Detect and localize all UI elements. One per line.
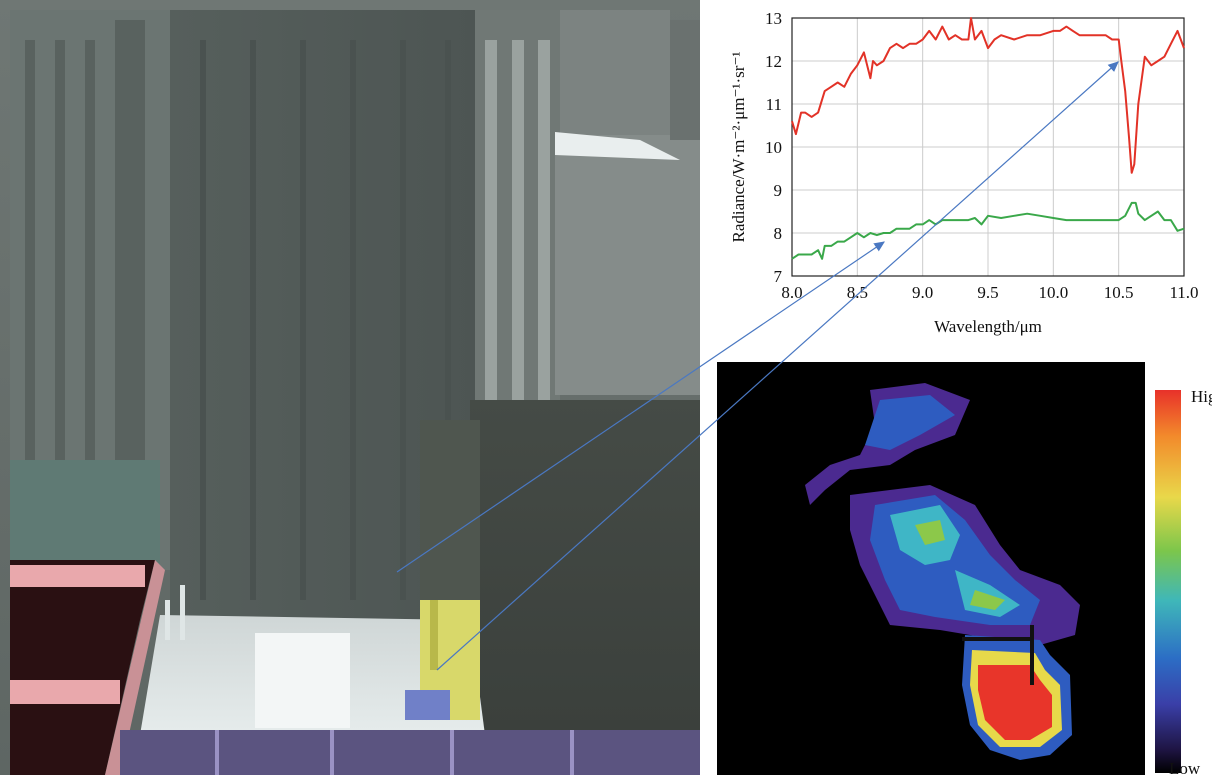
solar-panel-lines	[215, 730, 574, 775]
colorbar-high-label: High	[1191, 387, 1212, 406]
trees-left	[420, 420, 480, 620]
left-building-base	[10, 460, 160, 570]
tick-labels: 8.0 8.5 9.0 9.5 10.0 10.5 11.0 7 8 9 10 11 12 13	[765, 9, 1199, 302]
colorbar-gradient	[1155, 390, 1181, 773]
source-marker-post	[1030, 625, 1034, 685]
rooftop-pipe	[430, 600, 438, 670]
y-tick-label: 11	[766, 95, 782, 114]
y-tick-label: 13	[765, 9, 782, 28]
x-tick-label: 10.5	[1104, 283, 1134, 302]
far-building-lower	[555, 135, 700, 395]
red-building-stripe-2	[10, 680, 120, 704]
top-right-block	[670, 20, 700, 140]
radiance-chart: 8.0 8.5 9.0 9.5 10.0 10.5 11.0 7 8 9 10 11 12 13 Wave…	[729, 9, 1199, 336]
red-building-stripe-1	[10, 565, 145, 587]
x-tick-label: 8.5	[847, 283, 868, 302]
y-tick-label: 7	[774, 267, 783, 286]
leak-source	[405, 690, 450, 720]
y-tick-label: 10	[765, 138, 782, 157]
right-building-balconies	[485, 40, 550, 420]
y-tick-label: 8	[774, 224, 783, 243]
colorbar-low-label: Low	[1169, 759, 1201, 778]
rooftop-structure	[255, 633, 350, 728]
y-tick-label: 9	[774, 181, 783, 200]
red-building	[10, 560, 155, 775]
concentration-heatmap	[717, 362, 1145, 775]
x-tick-label: 10.0	[1038, 283, 1068, 302]
red-building-edge	[105, 560, 165, 775]
x-tick-label: 11.0	[1169, 283, 1198, 302]
x-tick-label: 9.0	[912, 283, 933, 302]
y-axis-title: Radiance/W·m⁻²·μm⁻¹·sr⁻¹	[729, 51, 748, 242]
antenna-masts	[165, 585, 185, 640]
y-tick-label: 12	[765, 52, 782, 71]
scene-photo	[0, 0, 700, 775]
source-marker-bar	[962, 637, 1032, 641]
solar-panels	[120, 730, 700, 775]
x-tick-label: 9.5	[977, 283, 998, 302]
x-tick-label: 8.0	[781, 283, 802, 302]
far-building	[560, 10, 670, 135]
x-axis-title: Wavelength/μm	[934, 317, 1042, 336]
trees	[470, 400, 700, 730]
